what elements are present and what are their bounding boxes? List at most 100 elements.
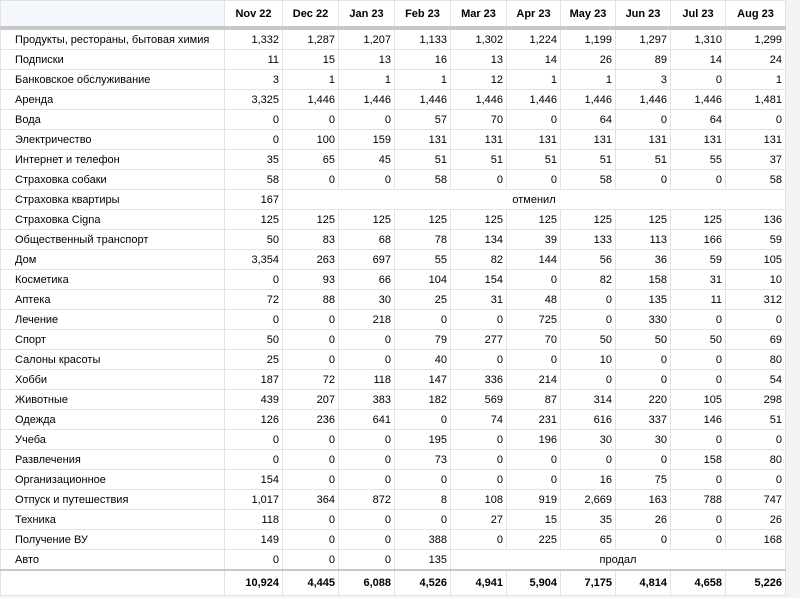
cell: 154	[224, 469, 283, 490]
cell: 236	[282, 409, 339, 430]
cell: 15	[506, 509, 561, 530]
cell: 26	[560, 49, 616, 70]
cell: 51	[615, 149, 671, 170]
cell: 125	[282, 209, 339, 230]
row-label: Косметика	[0, 269, 225, 290]
cell: 0	[670, 169, 726, 190]
cell: 0	[282, 549, 339, 571]
cell: 70	[506, 329, 561, 350]
cell: 0	[615, 369, 671, 390]
cell: 0	[224, 549, 283, 571]
corner-cell	[0, 0, 225, 30]
cell: 131	[615, 129, 671, 150]
cell: 0	[450, 449, 507, 470]
cell: 80	[725, 349, 786, 370]
cell: 64	[670, 109, 726, 130]
row: Общественный транспорт 50 83 68 78 134 39 133 11…	[0, 229, 786, 250]
cell: 1,299	[725, 27, 786, 50]
column-header: Nov 22	[224, 0, 283, 30]
row-label: Страховка собаки	[0, 169, 225, 190]
cell: 0	[560, 309, 616, 330]
total-row: 10,924 4,445 6,088 4,526 4,941 5,904 7,175 4,81…	[0, 569, 786, 596]
row-label: Аптека	[0, 289, 225, 310]
cell: 35	[224, 149, 283, 170]
cell: 298	[725, 389, 786, 410]
cell: 136	[725, 209, 786, 230]
row: Страховка собаки 58 0 0 58 0 0 58 0 0 58	[0, 169, 786, 190]
cell: 1,446	[394, 89, 451, 110]
cell: 105	[670, 389, 726, 410]
cell: 0	[282, 509, 339, 530]
cell: 26	[615, 509, 671, 530]
cell: 11	[670, 289, 726, 310]
note-cell: продал	[450, 549, 786, 571]
cell: 1,446	[338, 89, 395, 110]
cell: 569	[450, 389, 507, 410]
total-cell: 5,904	[506, 569, 561, 596]
cell: 93	[282, 269, 339, 290]
cell: 0	[282, 329, 339, 350]
cell: 1,199	[560, 27, 616, 50]
row-label: Животные	[0, 389, 225, 410]
cell: 0	[506, 469, 561, 490]
row: Банковское обслуживание 3 1 1 1 12 1 1 3 0 1	[0, 69, 786, 90]
cell: 0	[282, 449, 339, 470]
cell: 0	[506, 109, 561, 130]
column-header: Aug 23	[725, 0, 786, 30]
row: Дом 3,354 263 697 55 82 144 56 36 59 105	[0, 249, 786, 270]
cell: 0	[338, 469, 395, 490]
cell: 1,446	[560, 89, 616, 110]
cell: 1	[506, 69, 561, 90]
table-body: Продукты, рестораны, бытовая химия 1,332 1…	[0, 27, 786, 596]
cell: 69	[725, 329, 786, 350]
cell: 125	[560, 209, 616, 230]
row-label: Салоны красоты	[0, 349, 225, 370]
cell: 1,302	[450, 27, 507, 50]
cell: 82	[450, 249, 507, 270]
cell: 0	[670, 69, 726, 90]
cell: 167	[224, 189, 283, 210]
cell: 74	[450, 409, 507, 430]
cell: 1,446	[450, 89, 507, 110]
cell: 118	[338, 369, 395, 390]
total-cell: 7,175	[560, 569, 616, 596]
row: Отпуск и путешествия 1,017 364 872 8 108 919 2,…	[0, 489, 786, 510]
row-label: Интернет и телефон	[0, 149, 225, 170]
cell: 641	[338, 409, 395, 430]
cell: 158	[670, 449, 726, 470]
cell: 131	[450, 129, 507, 150]
row-label: Организационное	[0, 469, 225, 490]
row: Аренда 3,325 1,446 1,446 1,446 1,446 1,446 1,44…	[0, 89, 786, 110]
cell: 87	[506, 389, 561, 410]
cell: 0	[224, 269, 283, 290]
total-label	[0, 569, 225, 596]
cell: 64	[560, 109, 616, 130]
cell: 3,325	[224, 89, 283, 110]
cell: 113	[615, 229, 671, 250]
cell: 70	[450, 109, 507, 130]
cell: 0	[394, 469, 451, 490]
row-label: Получение ВУ	[0, 529, 225, 550]
cell: 159	[338, 129, 395, 150]
cell: 51	[450, 149, 507, 170]
cell: 0	[224, 129, 283, 150]
cell: 1,297	[615, 27, 671, 50]
cell: 207	[282, 389, 339, 410]
cell: 330	[615, 309, 671, 330]
cell: 0	[338, 109, 395, 130]
row: Лечение 0 0 218 0 0 725 0 330 0 0	[0, 309, 786, 330]
cell: 0	[506, 349, 561, 370]
total-cell: 6,088	[338, 569, 395, 596]
column-header: Jan 23	[338, 0, 395, 30]
cell: 25	[394, 289, 451, 310]
cell: 8	[394, 489, 451, 510]
cell: 58	[394, 169, 451, 190]
cell: 131	[560, 129, 616, 150]
cell: 135	[615, 289, 671, 310]
cell: 0	[224, 449, 283, 470]
cell: 1,446	[506, 89, 561, 110]
cell: 3,354	[224, 249, 283, 270]
cell: 50	[615, 329, 671, 350]
row: Получение ВУ 149 0 0 388 0 225 65 0 0 168	[0, 529, 786, 550]
row-label: Банковское обслуживание	[0, 69, 225, 90]
